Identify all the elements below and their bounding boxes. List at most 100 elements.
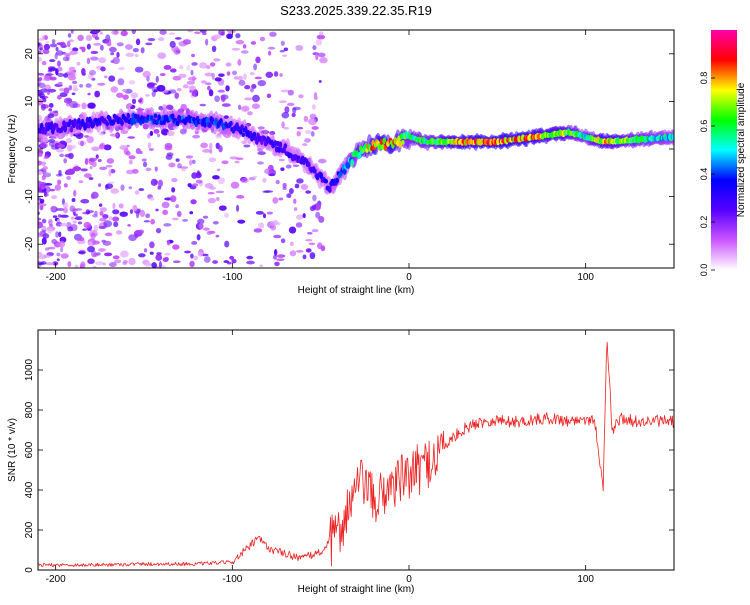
spectrogram-noise-blob bbox=[253, 228, 263, 233]
spectrogram-noise-blob bbox=[126, 144, 130, 148]
snr-y-label: SNR (10 * v/v) bbox=[7, 418, 18, 482]
spectrogram-noise-blob bbox=[180, 166, 189, 169]
spectrogram-noise-blob bbox=[211, 72, 215, 80]
spectrogram-noise-blob bbox=[92, 240, 101, 245]
spectrogram-noise-blob bbox=[276, 254, 286, 258]
x-tick-label: 0 bbox=[406, 574, 412, 585]
spectrogram-noise-blob bbox=[85, 209, 91, 215]
spectrogram-noise-blob bbox=[182, 39, 192, 45]
spectrogram-noise-blob bbox=[142, 70, 151, 78]
spectrogram-noise-blob bbox=[176, 87, 182, 92]
spectrogram-ridge-cell bbox=[319, 172, 323, 180]
spectrogram-noise-blob bbox=[165, 104, 173, 110]
spectrogram-noise-blob bbox=[186, 80, 195, 85]
spectrogram-noise-blob bbox=[86, 43, 91, 50]
spectrogram-noise-blob bbox=[291, 112, 296, 118]
spectrogram-noise-blob bbox=[38, 252, 43, 255]
spectrogram-noise-blob bbox=[108, 262, 117, 268]
spectrogram-noise-blob bbox=[157, 52, 167, 59]
spectrogram-noise-blob bbox=[195, 131, 199, 135]
spectrogram-noise-blob bbox=[270, 224, 277, 231]
spectrogram-noise-blob bbox=[42, 166, 48, 170]
spectrogram-noise-blob bbox=[284, 106, 290, 114]
spectrogram-noise-blob bbox=[191, 62, 198, 66]
spectrogram-noise-blob bbox=[256, 161, 264, 165]
spectrogram-noise-blob bbox=[125, 52, 135, 57]
spectrogram-noise-blob bbox=[304, 138, 311, 143]
spectrogram-ridge-cell bbox=[214, 117, 218, 125]
spectrogram-noise-blob bbox=[319, 31, 324, 36]
spectrogram-noise-blob bbox=[41, 174, 46, 181]
spectrogram-ridge-cell bbox=[350, 159, 354, 167]
spectrogram-noise-blob bbox=[134, 190, 140, 195]
spectrogram-noise-blob bbox=[285, 164, 292, 169]
spectrogram-noise-blob bbox=[145, 94, 150, 97]
colorbar-tick-label: 0.6 bbox=[699, 120, 709, 133]
spectrogram-noise-blob bbox=[217, 177, 225, 185]
spectrogram-noise-blob bbox=[269, 31, 277, 37]
spectrogram-noise-blob bbox=[275, 222, 281, 226]
spectrogram-noise-blob bbox=[149, 241, 155, 249]
spectrogram-noise-blob bbox=[108, 75, 116, 82]
spectrogram-noise-blob bbox=[98, 203, 103, 207]
spectrogram-noise-blob bbox=[280, 167, 285, 171]
spectrogram-ridge-cell bbox=[255, 139, 259, 145]
spectrogram-noise-blob bbox=[89, 69, 97, 76]
spectrogram-noise-blob bbox=[62, 56, 69, 62]
spectrogram-noise-blob bbox=[99, 217, 107, 222]
spectrogram-noise-blob bbox=[226, 71, 231, 76]
spectrogram-noise-blob bbox=[251, 83, 257, 89]
spectrogram-noise-blob bbox=[99, 44, 104, 51]
x-tick-label: 100 bbox=[577, 574, 594, 585]
spectrogram-noise-blob bbox=[134, 233, 139, 239]
spectrogram-ridge-cell bbox=[346, 162, 351, 169]
spectrogram-noise-blob bbox=[237, 59, 242, 66]
spectrogram-noise-blob bbox=[242, 44, 247, 49]
spectrogram-noise-blob bbox=[48, 108, 53, 112]
spectrogram-noise-blob bbox=[98, 248, 106, 252]
spectrogram-noise-blob bbox=[132, 48, 139, 53]
spectrogram-noise-blob bbox=[206, 65, 211, 70]
spectrogram-noise-blob bbox=[243, 73, 247, 81]
spectrogram-noise-blob bbox=[125, 150, 131, 156]
spectrogram-noise-blob bbox=[218, 145, 223, 153]
spectrogram-noise-blob bbox=[292, 164, 300, 168]
spectrogram-ridge-cell bbox=[120, 119, 124, 126]
spectrogram-noise-blob bbox=[140, 47, 145, 54]
spectrogram-noise-blob bbox=[66, 138, 72, 144]
spectrogram-ridge-cell bbox=[240, 124, 244, 131]
spectrogram-noise-blob bbox=[191, 159, 196, 165]
spectrogram-noise-blob bbox=[305, 248, 312, 253]
spectrogram-noise-blob bbox=[41, 161, 46, 167]
spectrogram-noise-blob bbox=[174, 37, 182, 40]
spectrogram-noise-blob bbox=[49, 43, 58, 48]
spectrogram-noise-blob bbox=[88, 177, 94, 180]
spectrogram-noise-blob bbox=[273, 249, 278, 256]
spectrogram-noise-blob bbox=[231, 258, 237, 264]
y-tick-label: 20 bbox=[24, 48, 35, 60]
spectrogram-noise-blob bbox=[159, 73, 166, 76]
spectrogram-noise-blob bbox=[201, 31, 207, 36]
spectrogram-noise-blob bbox=[282, 54, 287, 58]
spectrogram-noise-blob bbox=[247, 111, 253, 116]
spectrogram-noise-blob bbox=[158, 261, 163, 268]
spectrogram-noise-blob bbox=[153, 128, 160, 134]
spectrogram-noise-blob bbox=[70, 70, 75, 78]
spectrogram-noise-blob bbox=[138, 229, 144, 234]
spectrogram-noise-blob bbox=[186, 64, 191, 71]
spectrogram-noise-blob bbox=[41, 237, 47, 245]
spectrogram-noise-blob bbox=[100, 66, 106, 72]
spectrogram-noise-blob bbox=[59, 153, 65, 158]
colorbar-label: Normalized spectral amplitude bbox=[736, 82, 747, 217]
spectrogram-noise-blob bbox=[181, 168, 186, 172]
spectrogram-noise-blob bbox=[57, 66, 63, 72]
spectrogram-noise-blob bbox=[276, 258, 285, 262]
spectrogram-noise-blob bbox=[59, 214, 69, 218]
spectrogram-noise-blob bbox=[79, 236, 85, 242]
x-tick-label: -200 bbox=[46, 574, 66, 585]
x-tick-label: 0 bbox=[406, 272, 412, 283]
spectrogram-noise-blob bbox=[99, 207, 108, 212]
spectrogram-noise-blob bbox=[116, 42, 124, 47]
spectrogram-noise-blob bbox=[87, 92, 91, 96]
snr-panel: -200 -100 0 100 0 200 400 600 800 1000 Height of… bbox=[7, 329, 675, 595]
